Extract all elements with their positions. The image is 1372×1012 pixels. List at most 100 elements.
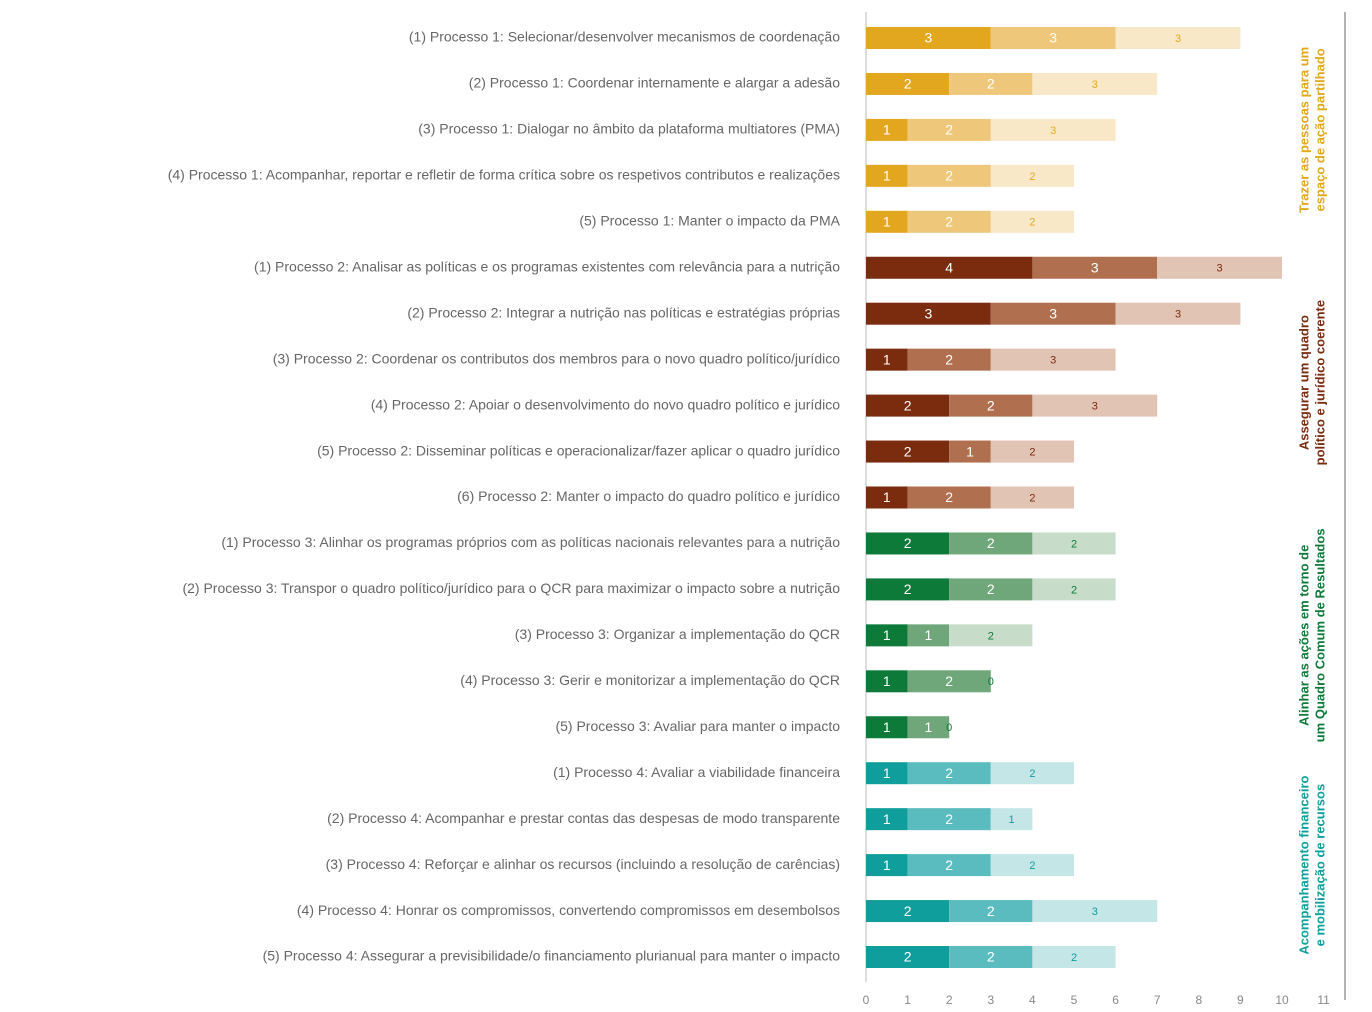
bar-segment [907, 808, 991, 831]
bar-segment [866, 164, 908, 187]
x-tick-label: 8 [1195, 993, 1202, 1007]
value-label: 0 [988, 676, 994, 688]
x-tick-label: 4 [1029, 993, 1036, 1007]
bar-segment [866, 578, 950, 601]
group-label-line: Acompanhamento financeiro [1296, 775, 1311, 954]
category-label: (1) Processo 1: Selecionar/desenvolver m… [409, 29, 840, 45]
value-label: 2 [945, 811, 953, 827]
category-label: (4) Processo 4: Honrar os compromissos, … [297, 902, 840, 918]
category-label: (3) Processo 3: Organizar a implementaçã… [515, 626, 840, 642]
value-label: 2 [945, 857, 953, 873]
x-tick-label: 11 [1317, 993, 1330, 1007]
bar-segment [990, 486, 1074, 509]
bar-segment [907, 118, 991, 141]
bar-segment [1032, 72, 1158, 95]
bar-segment [949, 900, 1033, 923]
bar-segment [866, 440, 950, 463]
group-label-line: Trazer as pessoas para um [1296, 47, 1311, 213]
x-tick-label: 1 [904, 993, 911, 1007]
value-label: 3 [1049, 305, 1057, 321]
bar-segment [1032, 394, 1158, 417]
bar-segment [907, 210, 991, 233]
value-label: 2 [987, 949, 995, 965]
value-label: 1 [883, 489, 891, 505]
x-tick-label: 9 [1237, 993, 1244, 1007]
value-label: 1 [883, 122, 891, 138]
group-label-line: um Quadro Comum de Resultados [1312, 528, 1327, 742]
value-label: 3 [1092, 79, 1098, 91]
category-label: (5) Processo 1: Manter o impacto da PMA [579, 213, 840, 229]
value-label: 2 [987, 76, 995, 92]
bar-segment [907, 670, 991, 693]
bar-segment [866, 118, 908, 141]
value-label: 3 [1050, 125, 1056, 137]
value-label: 1 [883, 857, 891, 873]
value-label: 2 [904, 949, 912, 965]
bar-segment [990, 440, 1074, 463]
value-label: 1 [883, 765, 891, 781]
bar-segment [866, 72, 950, 95]
value-label: 1 [1009, 814, 1015, 826]
bar-segment [1032, 578, 1116, 601]
value-label: 2 [988, 630, 994, 642]
value-label: 3 [1092, 401, 1098, 413]
value-label: 2 [1029, 171, 1035, 183]
category-label: (2) Processo 4: Acompanhar e prestar con… [327, 810, 840, 826]
value-label: 3 [1050, 355, 1056, 367]
group-label-line: e mobilização de recursos [1312, 784, 1327, 947]
bar-segment [866, 946, 950, 968]
bar-segment [949, 624, 1033, 647]
x-tick-label: 5 [1071, 993, 1078, 1007]
bar-segment [949, 532, 1033, 555]
value-label: 2 [945, 765, 953, 781]
value-label: 2 [987, 903, 995, 919]
category-label: (3) Processo 2: Coordenar os contributos… [273, 350, 841, 366]
value-label: 1 [925, 627, 933, 643]
bar-segment [949, 72, 1033, 95]
value-label: 3 [925, 305, 933, 321]
x-tick-label: 3 [987, 993, 994, 1007]
bar-segment [866, 394, 950, 417]
x-tick-label: 7 [1154, 993, 1161, 1007]
value-label: 1 [883, 811, 891, 827]
value-label: 2 [1071, 952, 1077, 964]
value-label: 2 [945, 122, 953, 138]
value-label: 2 [945, 673, 953, 689]
value-label: 2 [1071, 538, 1077, 550]
bar-segment [949, 440, 991, 463]
bar-segment [866, 27, 991, 49]
bar-segment [866, 762, 908, 785]
value-label: 1 [883, 168, 891, 184]
value-label: 2 [1029, 492, 1035, 504]
bar-segment [907, 624, 950, 647]
bar-segment [907, 716, 950, 739]
category-label: (5) Processo 2: Disseminar políticas e o… [317, 442, 840, 458]
value-label: 2 [904, 397, 912, 413]
bar-segment [1032, 256, 1158, 279]
value-label: 2 [987, 397, 995, 413]
value-label: 2 [1029, 860, 1035, 872]
bar-segment [907, 486, 991, 509]
bar-segment [1115, 27, 1241, 49]
bar-segment [866, 624, 908, 647]
bar-segment [866, 348, 908, 371]
value-label: 2 [904, 535, 912, 551]
value-label: 2 [904, 903, 912, 919]
bar-segment [949, 946, 1033, 968]
bar-segment [1032, 946, 1116, 968]
value-label: 3 [1092, 906, 1098, 918]
bar-segment [1115, 302, 1241, 325]
bar-segment [866, 854, 908, 877]
group-label: Acompanhamento financeiro e mobilização d… [1296, 775, 1327, 954]
value-label: 2 [904, 76, 912, 92]
value-label: 3 [1091, 259, 1099, 275]
bar-segment [949, 578, 1033, 601]
category-label: (6) Processo 2: Manter o impacto do quad… [457, 488, 840, 504]
value-label: 2 [945, 489, 953, 505]
bar-segment [866, 670, 908, 693]
bar-segment [1157, 256, 1282, 279]
bar-segment [949, 394, 1033, 417]
group-label-line: Alinhar as ações em torno de [1296, 545, 1311, 726]
value-label: 0 [946, 722, 952, 734]
bar-segment [990, 27, 1116, 49]
